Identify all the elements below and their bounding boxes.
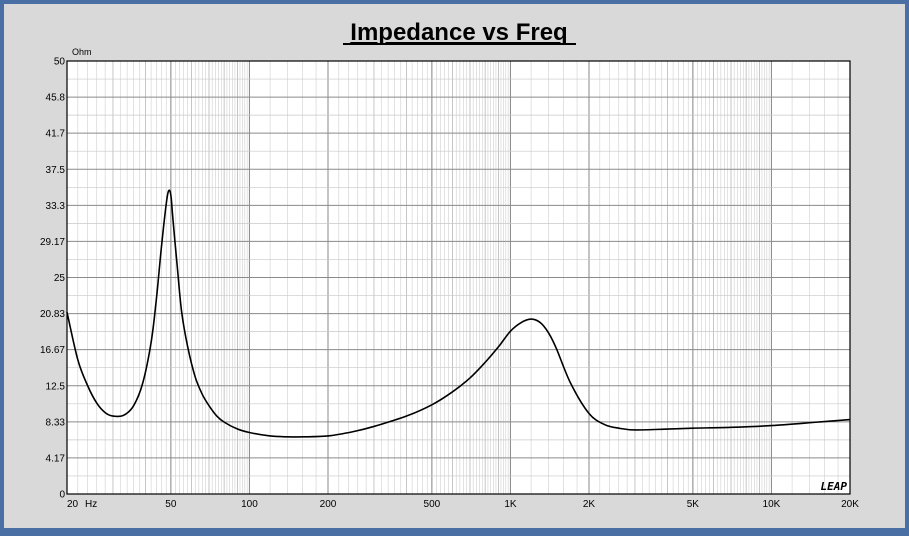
y-tick-label: 16.67: [40, 345, 65, 356]
y-tick-label: 20.83: [40, 309, 65, 320]
x-tick-label: 5K: [687, 499, 700, 510]
x-tick-label: 500: [424, 499, 441, 510]
leap-logo: LEAP: [821, 480, 848, 493]
y-tick-label: 8.33: [46, 417, 66, 428]
x-tick-label: 2K: [583, 499, 596, 510]
plot-border: [66, 60, 851, 495]
chart-title: Impedance vs Freq: [350, 19, 567, 46]
x-tick-label: 20K: [841, 499, 859, 510]
y-axis-ticks: 50 45.8 41.7 37.5 33.3 29.17 25 20.83 16.67 12.5 8…: [40, 57, 65, 501]
y-tick-label: 0: [59, 490, 65, 501]
x-tick-label: 100: [241, 499, 258, 510]
y-unit-label: Ohm: [72, 47, 92, 57]
y-tick-label: 12.5: [46, 381, 66, 392]
y-tick-label: 41.7: [46, 129, 66, 140]
x-axis-ticks: 20 50 100 200 500 1K 2K 5K 10K 20K Hz: [67, 499, 859, 510]
x-tick-label: 20: [67, 499, 79, 510]
impedance-curve: [66, 189, 851, 438]
x-tick-label: 50: [165, 499, 177, 510]
x-tick-label: 1K: [504, 499, 517, 510]
impedance-chart: Impedance vs Freq Ohm 50 45.8 41.7 37.5 33.3…: [40, 19, 859, 510]
y-tick-label: 4.17: [46, 453, 66, 464]
y-tick-label: 37.5: [46, 165, 66, 176]
x-tick-label: 10K: [763, 499, 781, 510]
y-tick-label: 29.17: [40, 237, 65, 248]
y-tick-label: 50: [54, 57, 66, 68]
x-unit-label: Hz: [85, 499, 97, 510]
y-tick-label: 45.8: [46, 93, 66, 104]
y-tick-label: 25: [54, 273, 66, 284]
y-tick-label: 33.3: [46, 201, 66, 212]
x-tick-label: 200: [320, 499, 337, 510]
